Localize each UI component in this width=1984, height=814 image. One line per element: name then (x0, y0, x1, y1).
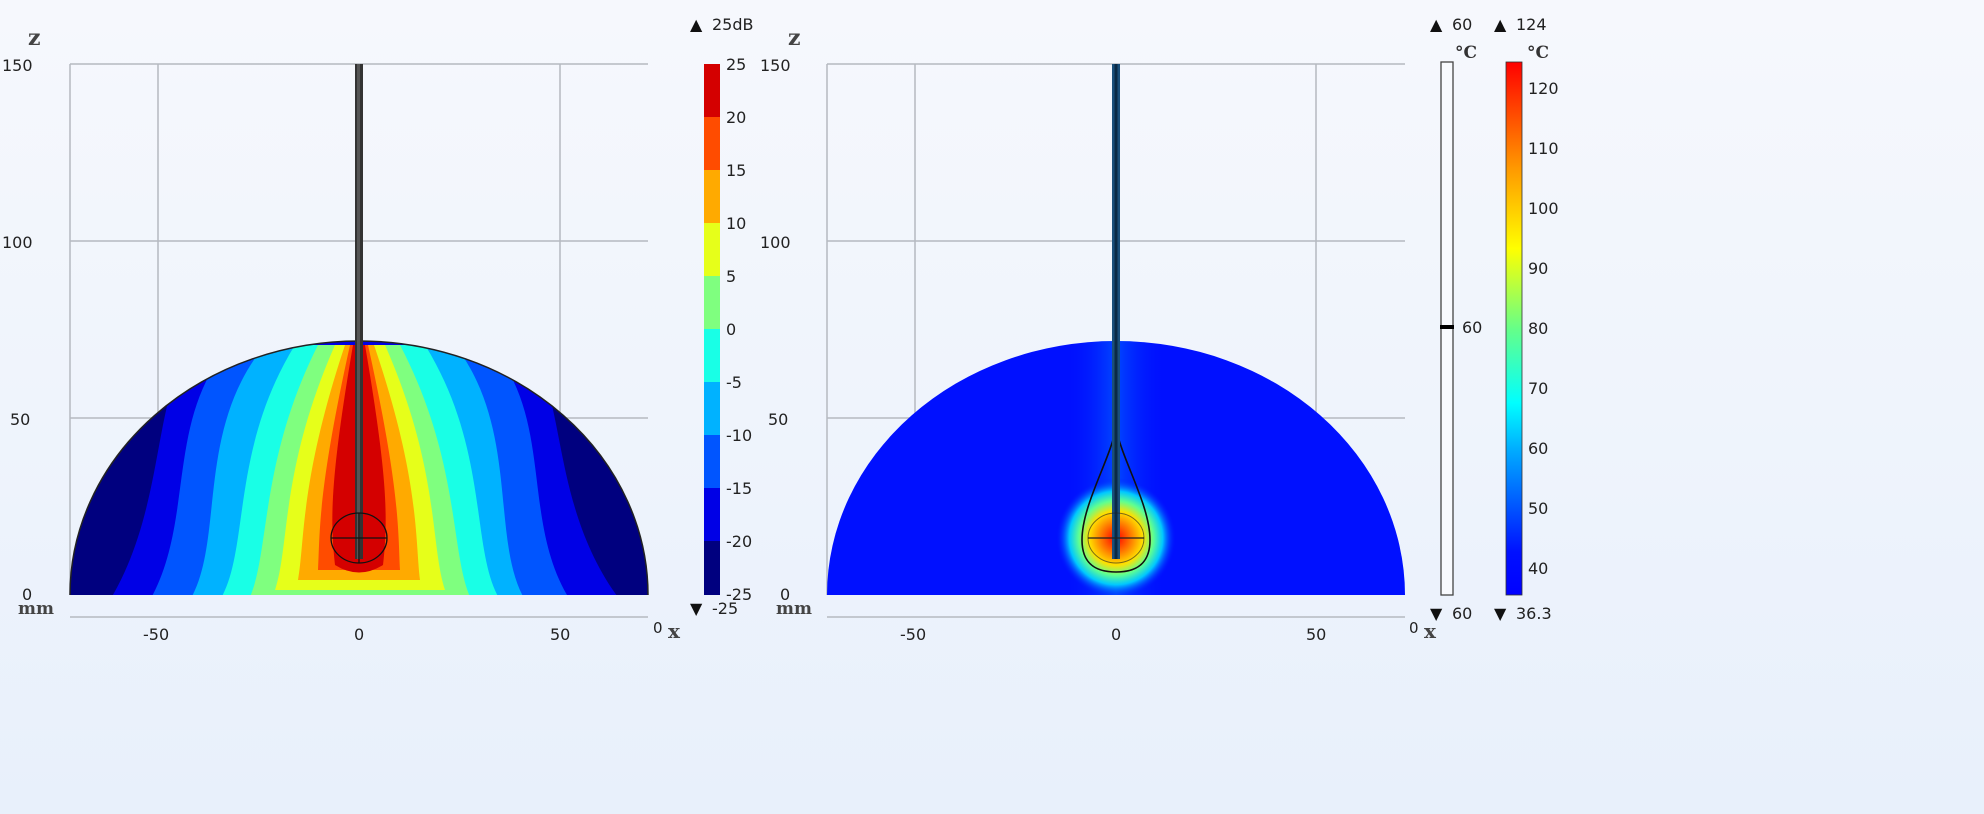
left-xtick-50: 50 (550, 625, 570, 644)
right-x-origin: 0 (1409, 619, 1419, 637)
temp-cb-tick: 110 (1528, 139, 1559, 158)
isotherm-60-marker (1440, 325, 1454, 329)
sar-cb-tick: 15 (726, 161, 746, 180)
right-xtick-neg50: -50 (900, 625, 926, 644)
isotherm-min-marker-icon: ▼ (1430, 604, 1443, 623)
right-ytick-150: 150 (760, 56, 791, 75)
sar-max-label: 25dB (712, 15, 754, 34)
temp-cb-tick: 50 (1528, 499, 1548, 518)
isotherm-min-label: 60 (1452, 604, 1472, 623)
left-x-axis-label: x (668, 619, 681, 643)
right-x-axis-label: x (1424, 619, 1437, 643)
isotherm-60c-contour (1081, 427, 1151, 573)
sar-min-marker-icon: ▼ (690, 599, 703, 618)
sar-cb-tick: 20 (726, 108, 746, 127)
temperature-max-label: 124 (1516, 15, 1547, 34)
sar-cb-tick: 10 (726, 214, 746, 233)
right-plot: z 150 100 50 0 mm -50 0 50 0 x 60 °C ▲ 6… (760, 15, 1559, 644)
sar-cb-tick: -15 (726, 479, 752, 498)
temp-cb-tick: 60 (1528, 439, 1548, 458)
sar-cb-tick: -10 (726, 426, 752, 445)
temp-cb-tick: 100 (1528, 199, 1559, 218)
left-ytick-0: 0 (22, 585, 32, 604)
temperature-colorbar (1505, 61, 1523, 596)
right-ytick-100: 100 (760, 233, 791, 252)
temp-cb-tick: 70 (1528, 379, 1548, 398)
temp-cb-tick: 80 (1528, 319, 1548, 338)
temp-cb-tick: 40 (1528, 559, 1548, 578)
isotherm-tick: 60 (1462, 318, 1482, 337)
temperature-unit: °C (1527, 43, 1549, 63)
sar-cb-tick: 5 (726, 267, 736, 286)
left-unit-label: mm (18, 599, 54, 619)
left-x-origin: 0 (653, 619, 663, 637)
sar-cb-tick: -20 (726, 532, 752, 551)
left-plot: z 150 100 50 0 mm -50 0 50 0 x ▲ 25dB ▼ … (2, 15, 754, 644)
sar-max-marker-icon: ▲ (690, 15, 703, 34)
left-z-axis-label: z (28, 25, 41, 51)
right-ytick-50: 50 (768, 410, 788, 429)
left-xtick-0: 0 (354, 625, 364, 644)
sar-min-label: -25 (712, 599, 738, 618)
temperature-min-marker-icon: ▼ (1494, 604, 1507, 623)
sar-cb-tick: 25 (726, 55, 746, 74)
isotherm-unit: °C (1455, 43, 1477, 63)
temp-cb-tick: 120 (1528, 79, 1559, 98)
right-unit-label: mm (776, 599, 812, 619)
right-xtick-50: 50 (1306, 625, 1326, 644)
sar-colorbar (704, 64, 720, 595)
left-xtick-neg50: -50 (143, 625, 169, 644)
sar-cb-tick: -25 (726, 585, 752, 604)
left-ytick-100: 100 (2, 233, 33, 252)
sar-cb-tick: -5 (726, 373, 742, 392)
right-z-axis-label: z (788, 25, 801, 51)
temperature-min-label: 36.3 (1516, 604, 1552, 623)
left-ytick-150: 150 (2, 56, 33, 75)
left-ytick-50: 50 (10, 410, 30, 429)
temperature-max-marker-icon: ▲ (1494, 15, 1507, 34)
right-ytick-0: 0 (780, 585, 790, 604)
right-xtick-0: 0 (1111, 625, 1121, 644)
isotherm-max-marker-icon: ▲ (1430, 15, 1443, 34)
temp-cb-tick: 90 (1528, 259, 1548, 278)
isotherm-max-label: 60 (1452, 15, 1472, 34)
sar-cb-tick: 0 (726, 320, 736, 339)
